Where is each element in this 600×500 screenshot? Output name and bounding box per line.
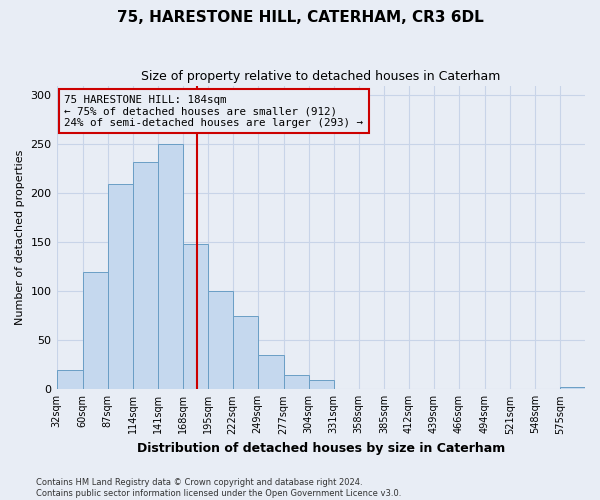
- Bar: [182, 244, 208, 390]
- Text: Contains HM Land Registry data © Crown copyright and database right 2024.
Contai: Contains HM Land Registry data © Crown c…: [36, 478, 401, 498]
- Bar: [133, 162, 158, 390]
- Bar: [208, 292, 233, 390]
- Bar: [158, 144, 182, 390]
- Title: Size of property relative to detached houses in Caterham: Size of property relative to detached ho…: [141, 70, 500, 83]
- Bar: [107, 184, 133, 390]
- X-axis label: Distribution of detached houses by size in Caterham: Distribution of detached houses by size …: [137, 442, 505, 455]
- Bar: [233, 316, 258, 390]
- Text: 75, HARESTONE HILL, CATERHAM, CR3 6DL: 75, HARESTONE HILL, CATERHAM, CR3 6DL: [116, 10, 484, 25]
- Bar: [258, 355, 284, 390]
- Bar: [309, 380, 334, 390]
- Text: 75 HARESTONE HILL: 184sqm
← 75% of detached houses are smaller (912)
24% of semi: 75 HARESTONE HILL: 184sqm ← 75% of detac…: [64, 94, 364, 128]
- Bar: [83, 272, 107, 390]
- Bar: [284, 374, 309, 390]
- Bar: [56, 370, 83, 390]
- Bar: [560, 388, 585, 390]
- Y-axis label: Number of detached properties: Number of detached properties: [15, 150, 25, 325]
